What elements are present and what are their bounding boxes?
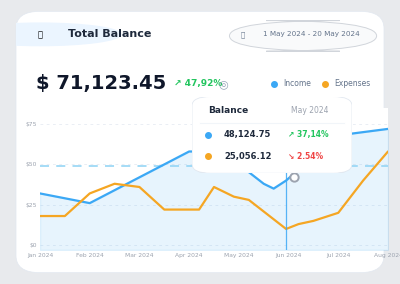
- Text: Expenses: Expenses: [334, 79, 370, 88]
- FancyBboxPatch shape: [195, 100, 349, 175]
- Text: Income: Income: [283, 79, 311, 88]
- Text: Total Balance: Total Balance: [68, 29, 151, 39]
- Circle shape: [0, 23, 121, 46]
- FancyBboxPatch shape: [230, 20, 377, 51]
- Text: 1 May 2024 - 20 May 2024: 1 May 2024 - 20 May 2024: [262, 31, 359, 37]
- Text: $ 71,123.45: $ 71,123.45: [36, 74, 166, 93]
- Text: 📅: 📅: [240, 31, 245, 38]
- Text: Balance: Balance: [208, 106, 248, 115]
- Text: 25,056.12: 25,056.12: [224, 152, 272, 161]
- Text: ◎: ◎: [218, 79, 228, 89]
- Text: 48,124.75: 48,124.75: [224, 130, 271, 139]
- Text: ↗ 47,92%: ↗ 47,92%: [174, 79, 223, 88]
- FancyBboxPatch shape: [192, 97, 352, 173]
- Text: May 2024: May 2024: [291, 106, 329, 115]
- Text: ↘ 2.54%: ↘ 2.54%: [288, 152, 323, 161]
- Text: ↗ 37,14%: ↗ 37,14%: [288, 130, 329, 139]
- Text: 💰: 💰: [38, 30, 42, 39]
